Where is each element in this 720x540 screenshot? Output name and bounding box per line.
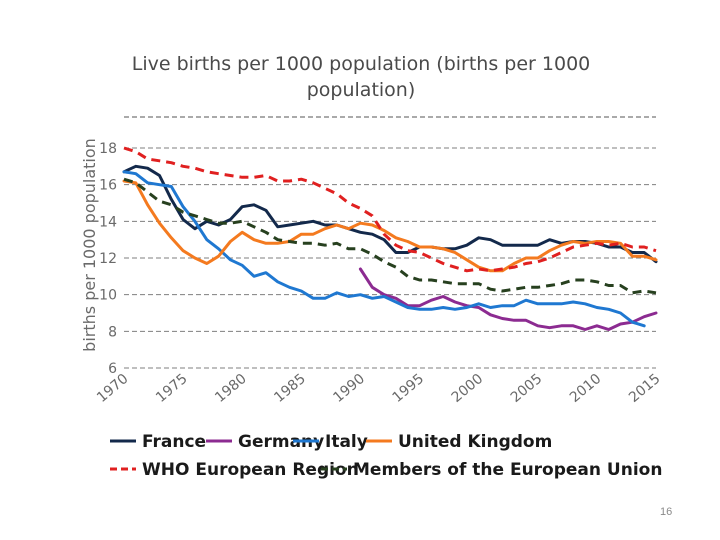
x-tick-label: 1985 bbox=[271, 371, 309, 406]
legend-label-united-kingdom: United Kingdom bbox=[398, 432, 552, 452]
y-tick-label: 18 bbox=[99, 141, 117, 157]
legend-label-france: France bbox=[142, 432, 206, 452]
x-tick-label: 1980 bbox=[212, 371, 250, 406]
legend: France Germany Italy United Kingdom WHO Euro… bbox=[110, 432, 662, 480]
series-line-france bbox=[122, 164, 658, 264]
y-tick-label: 16 bbox=[99, 178, 117, 194]
x-tick-label: 2005 bbox=[508, 371, 546, 406]
y-tick-label: 12 bbox=[99, 251, 117, 267]
legend-label-germany: Germany bbox=[238, 432, 324, 452]
legend-label-italy: Italy bbox=[325, 432, 368, 452]
y-tick-label: 8 bbox=[108, 324, 117, 340]
series-line-united-kingdom bbox=[122, 179, 658, 273]
series-line-who-european-region bbox=[123, 146, 657, 273]
series-line-italy bbox=[122, 170, 646, 328]
y-tick-label: 14 bbox=[99, 214, 117, 230]
y-tick-label: 10 bbox=[99, 288, 117, 304]
legend-label-members-of-the-european-union: Members of the European Union bbox=[353, 460, 662, 480]
gridlines bbox=[124, 147, 656, 369]
x-tick-label: 2010 bbox=[567, 371, 605, 406]
series-line-germany bbox=[358, 267, 658, 331]
y-axis-ticks: 6 8 10 12 14 16 18 bbox=[99, 141, 117, 377]
y-axis-label: births per 1000 population bbox=[80, 138, 99, 352]
page-number: 16 bbox=[660, 506, 673, 518]
series-line-members-of-the-european-union bbox=[123, 177, 657, 295]
chart-title-line-1: Live births per 1000 population (births … bbox=[132, 53, 591, 75]
x-tick-label: 2000 bbox=[449, 371, 487, 406]
chart-title-line-2: population) bbox=[307, 79, 416, 101]
legend-label-who-european-region: WHO European Region bbox=[142, 460, 359, 480]
x-tick-label: 1990 bbox=[330, 371, 368, 406]
series-lines bbox=[122, 146, 658, 331]
x-tick-label: 1975 bbox=[153, 371, 191, 406]
x-tick-label: 1995 bbox=[390, 371, 428, 406]
x-axis-ticks: 1970 1975 1980 1985 1990 1995 2000 2005 2010 2015 bbox=[94, 371, 664, 406]
y-tick-label: 6 bbox=[108, 361, 117, 377]
x-tick-label: 2015 bbox=[626, 371, 664, 406]
